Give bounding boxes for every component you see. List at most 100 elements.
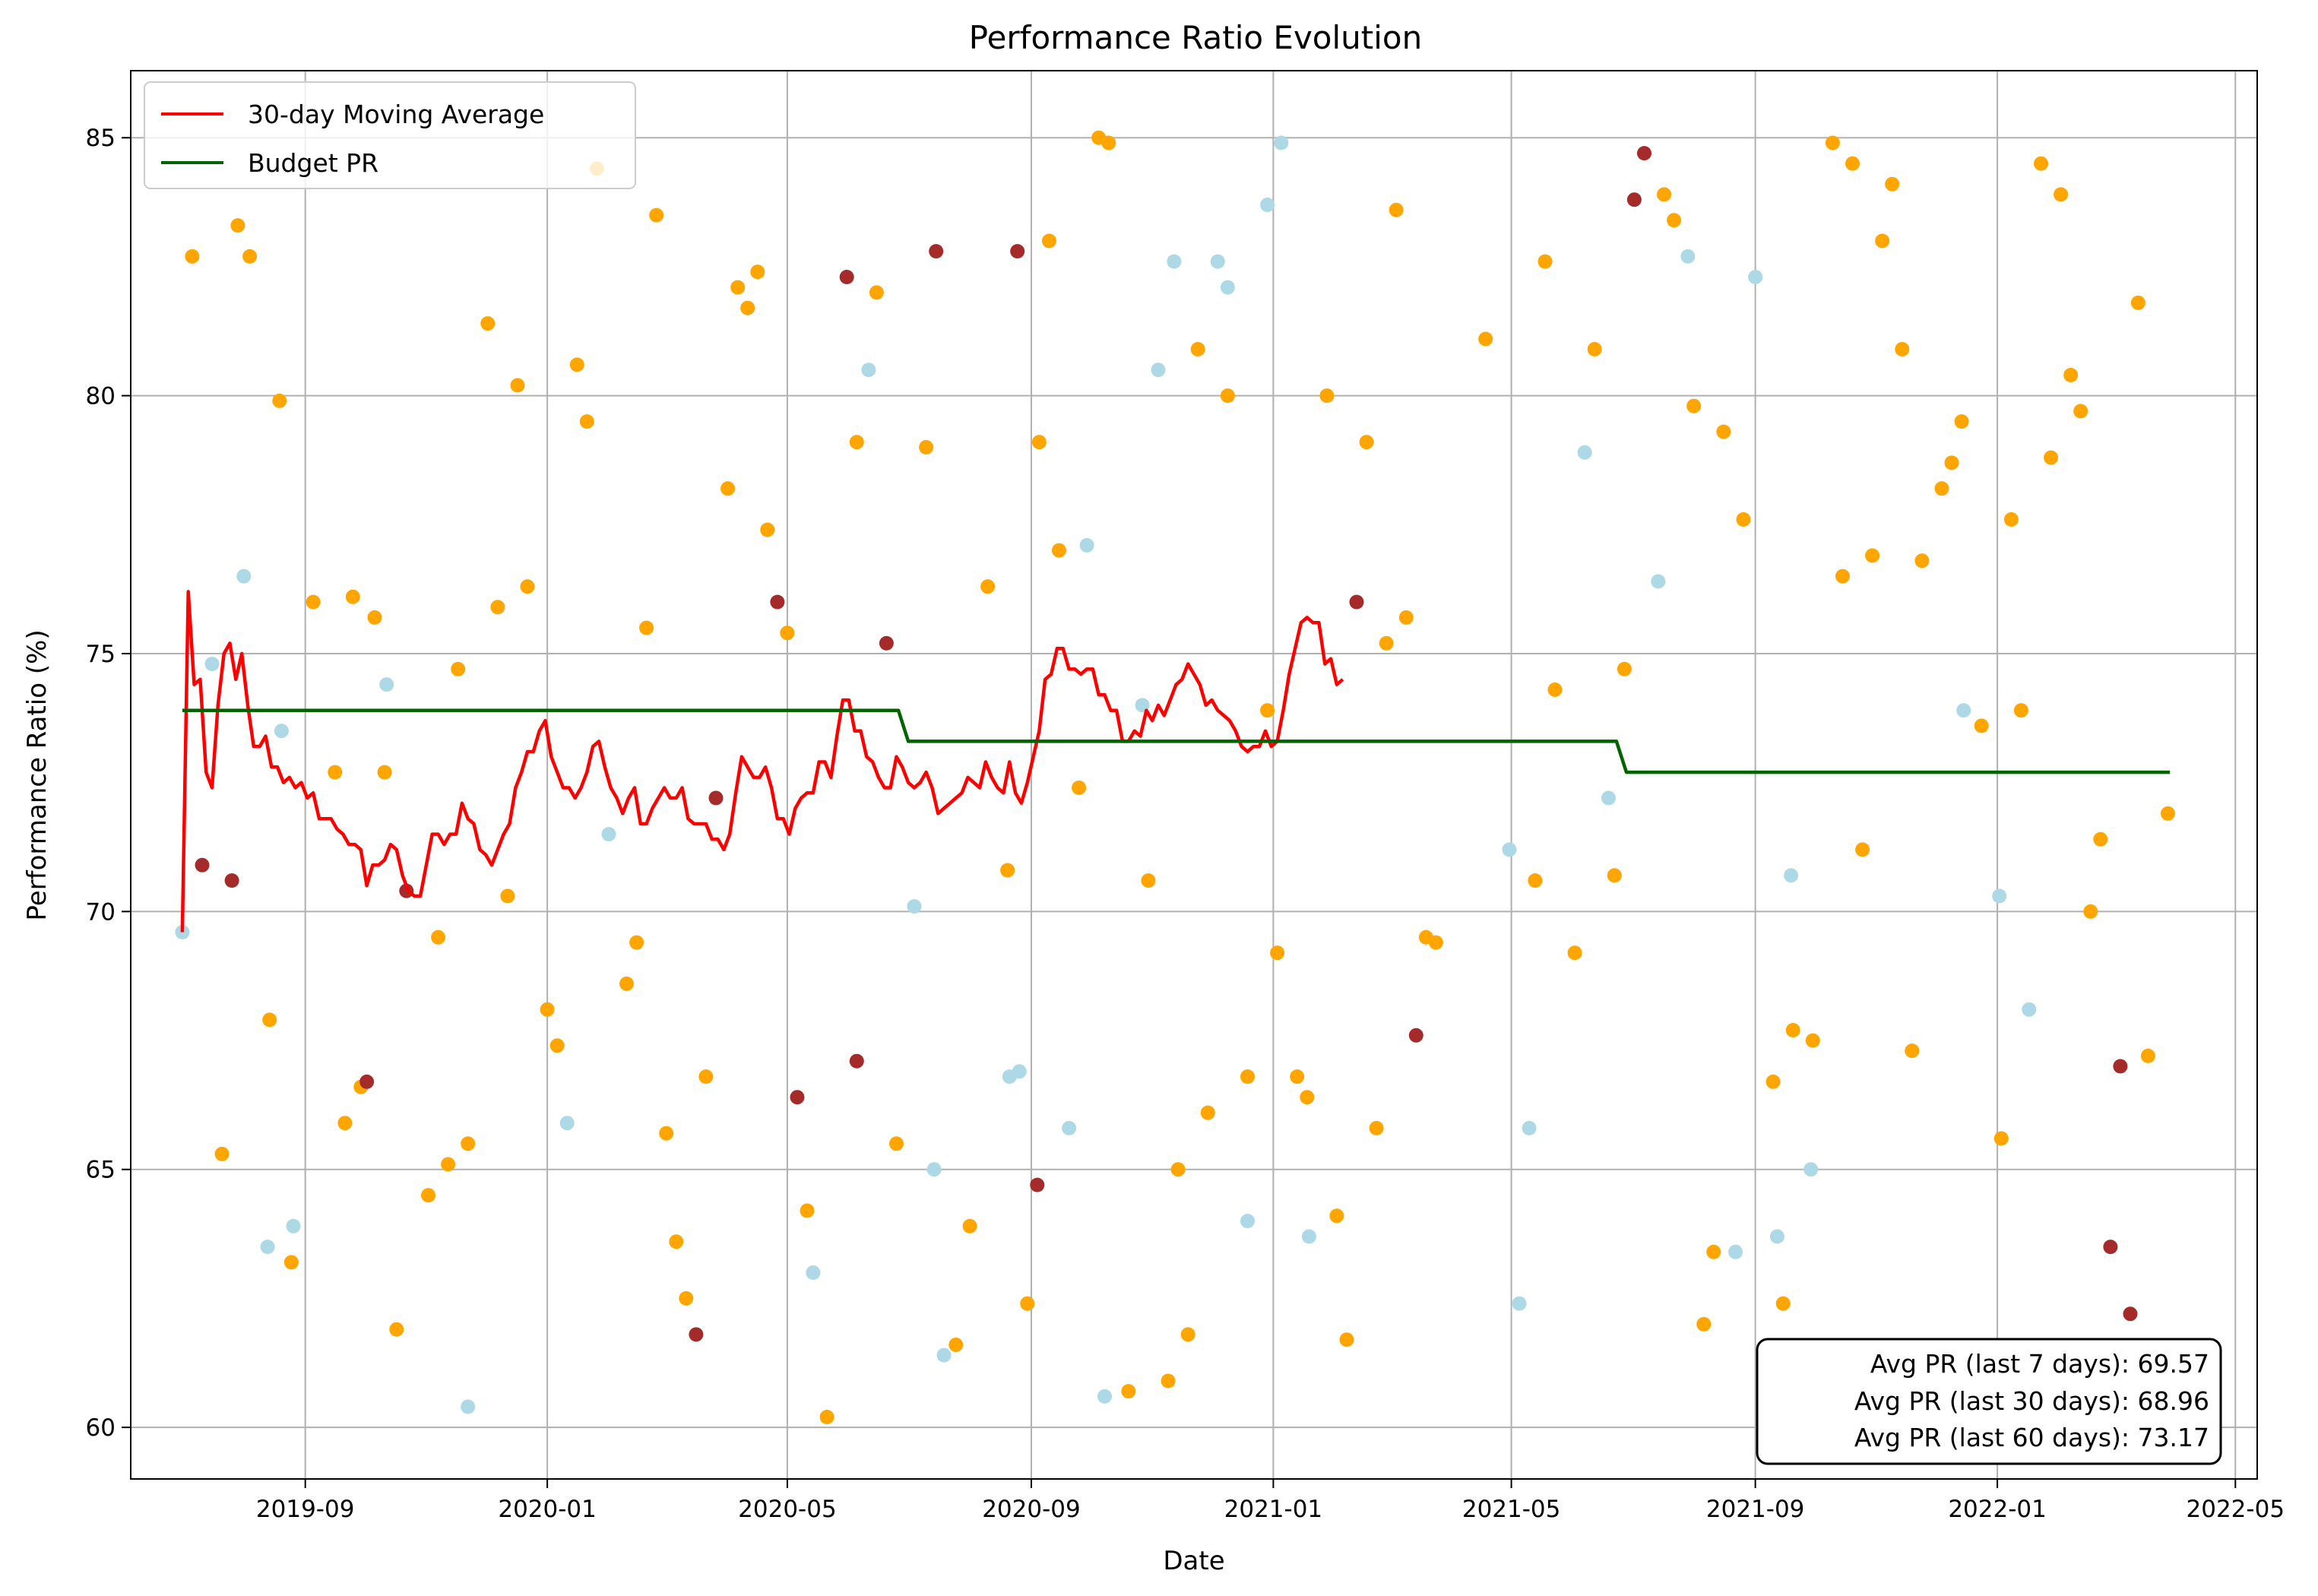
scatter-points (175, 130, 2175, 1424)
scatter-point (480, 316, 496, 331)
scatter-point (283, 1255, 299, 1270)
scatter-point (1478, 331, 1493, 347)
scatter-point (367, 610, 382, 625)
scatter-point (1637, 146, 1651, 161)
scatter-point (2130, 295, 2145, 310)
scatter-point (980, 579, 996, 594)
scatter-point (2013, 703, 2028, 718)
scatter-point (2083, 904, 2098, 919)
scatter-point (1052, 543, 1066, 558)
scatter-point (1825, 135, 1840, 150)
scatter-point (236, 568, 252, 584)
scatter-point (1270, 945, 1285, 961)
scatter-point (619, 976, 634, 991)
scatter-point (1905, 1043, 1920, 1059)
scatter-point (1012, 1064, 1027, 1079)
legend: 30-day Moving Average Budget PR (144, 81, 636, 189)
scatter-point (1914, 553, 1930, 568)
legend-label-moving-average: 30-day Moving Average (248, 100, 544, 129)
scatter-point (1274, 135, 1289, 150)
scatter-point (2003, 512, 2019, 527)
scatter-point (669, 1234, 684, 1249)
scatter-point (2063, 368, 2079, 382)
scatter-point (601, 827, 616, 842)
scatter-point (1706, 1244, 1721, 1259)
scatter-point (204, 657, 220, 672)
scatter-point (806, 1265, 821, 1280)
scatter-point (569, 357, 584, 372)
scatter-point (1141, 873, 1156, 888)
scatter-point (1845, 156, 1860, 171)
scatter-point (1547, 682, 1563, 697)
scatter-point (1657, 187, 1672, 202)
scatter-point (1151, 363, 1166, 378)
scatter-point (1607, 868, 1622, 883)
scatter-point (549, 1038, 565, 1053)
scatter-point (750, 264, 765, 280)
scatter-point (1428, 935, 1443, 950)
x-tick-label: 2020-01 (498, 1496, 597, 1523)
scatter-point (639, 620, 654, 635)
scatter-point (1170, 1162, 1186, 1177)
scatter-point (1260, 198, 1275, 212)
scatter-point (1716, 424, 1731, 439)
scatter-point (377, 765, 392, 780)
scatter-point (1097, 1389, 1112, 1404)
scatter-point (1369, 1120, 1384, 1135)
scatter-point (1180, 1327, 1195, 1342)
scatter-point (1300, 1090, 1315, 1105)
scatter-point (1626, 192, 1642, 207)
scatter-point (559, 1116, 575, 1131)
scatter-point (1775, 1296, 1791, 1311)
scatter-point (1031, 435, 1047, 450)
scatter-point (1161, 1373, 1176, 1389)
scatter-point (1408, 1028, 1423, 1043)
scatter-point (790, 1090, 805, 1105)
scatter-point (1359, 435, 1374, 450)
scatter-point (2093, 831, 2108, 847)
x-tick-label: 2020-09 (982, 1496, 1081, 1523)
scatter-point (659, 1126, 674, 1141)
scatter-point (919, 440, 934, 454)
scatter-point (1667, 213, 1682, 228)
scatter-point (1000, 863, 1015, 878)
x-tick-label: 2019-09 (256, 1496, 355, 1523)
scatter-point (451, 661, 466, 676)
scatter-point (1020, 1296, 1035, 1311)
scatter-point (274, 724, 289, 739)
legend-label-budget: Budget PR (248, 148, 378, 178)
scatter-point (379, 677, 394, 692)
scatter-point (720, 481, 736, 496)
scatter-point (629, 935, 644, 950)
scatter-point (1651, 574, 1666, 589)
scatter-point (1349, 594, 1364, 610)
stats-avg-30-days: Avg PR (last 30 days): 68.96 (1854, 1386, 2209, 1416)
scatter-point (649, 207, 664, 223)
scatter-point (1010, 244, 1025, 259)
scatter-point (2054, 187, 2069, 202)
scatter-point (337, 1116, 353, 1131)
scatter-point (2103, 1240, 2118, 1255)
scatter-point (770, 594, 785, 610)
scatter-point (929, 244, 944, 259)
scatter-point (907, 899, 922, 914)
scatter-point (849, 435, 864, 450)
scatter-point (2140, 1048, 2155, 1063)
scatter-point (1512, 1296, 1527, 1311)
scatter-point (1319, 388, 1335, 404)
scatter-point (1567, 945, 1582, 961)
y-tick-label: 85 (86, 125, 116, 152)
scatter-point (1522, 1120, 1537, 1135)
scatter-point (679, 1290, 694, 1306)
x-tick-label: 2022-01 (1948, 1496, 2047, 1523)
x-tick-label: 2021-09 (1706, 1496, 1805, 1523)
scatter-point (2113, 1059, 2128, 1074)
scatter-point (2022, 1002, 2037, 1017)
scatter-point (1736, 512, 1751, 527)
scatter-point (1062, 1120, 1077, 1135)
scatter-point (1290, 1069, 1305, 1085)
scatter-point (1765, 1074, 1781, 1089)
scatter-point (242, 249, 258, 264)
moving-average-line (180, 590, 1344, 933)
budget-pr-line (182, 708, 2171, 774)
